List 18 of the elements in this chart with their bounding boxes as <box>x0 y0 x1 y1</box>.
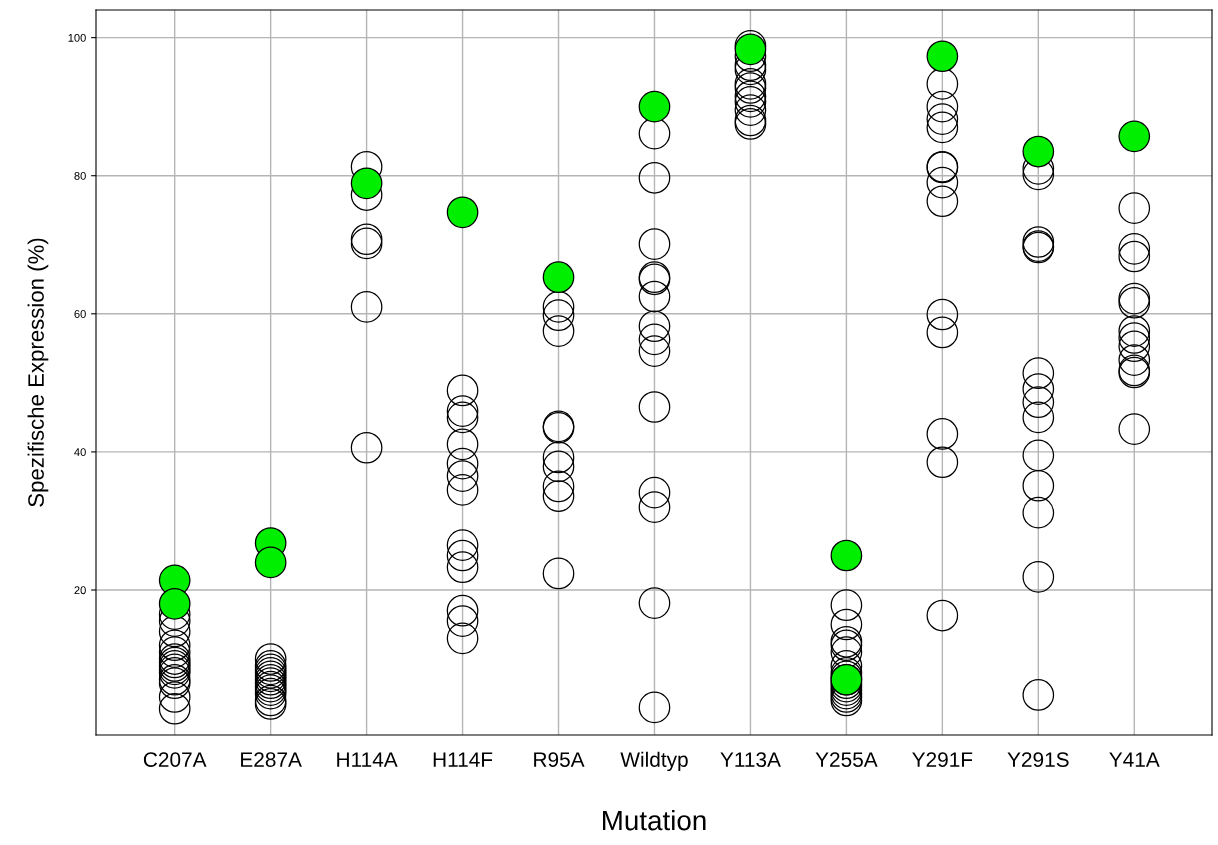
y-axis-title: Spezifische Expression (%) <box>27 238 49 507</box>
x-tick-label: E287A <box>241 752 302 767</box>
x-tick-label: H114A <box>337 752 398 767</box>
y-tick-label: 100 <box>68 33 86 42</box>
y-tick-label: 60 <box>74 310 86 318</box>
x-tick-label: R95A <box>534 752 585 767</box>
x-tick-label: C207A <box>143 752 207 767</box>
x-tick-label: Y255A <box>815 752 878 767</box>
x-axis-title: Mutation <box>603 809 706 831</box>
x-tick-label: Y113A <box>720 752 781 767</box>
y-tick-label: 20 <box>74 586 86 595</box>
y-tick-label: 40 <box>74 448 86 457</box>
x-tick-label: Y291S <box>1007 752 1069 767</box>
x-tick-label: Wildtyp <box>620 751 688 772</box>
y-tick-label: 80 <box>74 171 86 180</box>
x-tick-label: Y41A <box>1109 752 1160 767</box>
x-tick-label: Y291F <box>912 752 973 767</box>
x-tick-label: H114F <box>433 752 493 767</box>
